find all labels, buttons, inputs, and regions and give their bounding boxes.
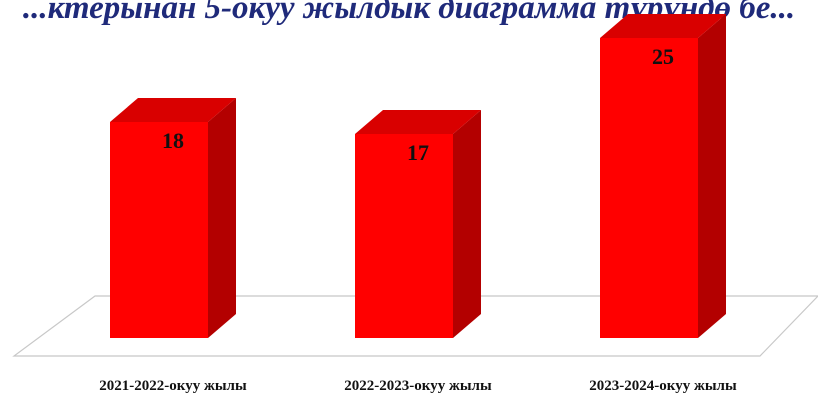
bar-top-face <box>355 110 481 134</box>
bar-2: 17 <box>355 110 481 338</box>
bar-1: 18 <box>110 98 236 338</box>
bar-top-face <box>600 14 726 38</box>
bar-top-face <box>110 98 236 122</box>
bar-value-label: 25 <box>652 44 674 69</box>
bar-front-face <box>355 134 453 338</box>
bar-value-label: 18 <box>162 128 184 153</box>
category-labels: 2021-2022-окуу жылы 2022-2023-окуу жылы 20… <box>99 378 737 394</box>
bar-3: 25 <box>600 14 726 338</box>
bar-side-face <box>208 98 236 338</box>
bar-front-face <box>110 122 208 338</box>
category-label: 2021-2022-окуу жылы <box>99 378 247 394</box>
bar-side-face <box>698 14 726 338</box>
bar-front-face <box>600 38 698 338</box>
bar-side-face <box>453 110 481 338</box>
category-label: 2023-2024-окуу жылы <box>589 378 737 394</box>
category-label: 2022-2023-окуу жылы <box>344 378 492 394</box>
bar-value-label: 17 <box>407 140 429 165</box>
bars-group: 18 17 25 <box>110 14 726 338</box>
